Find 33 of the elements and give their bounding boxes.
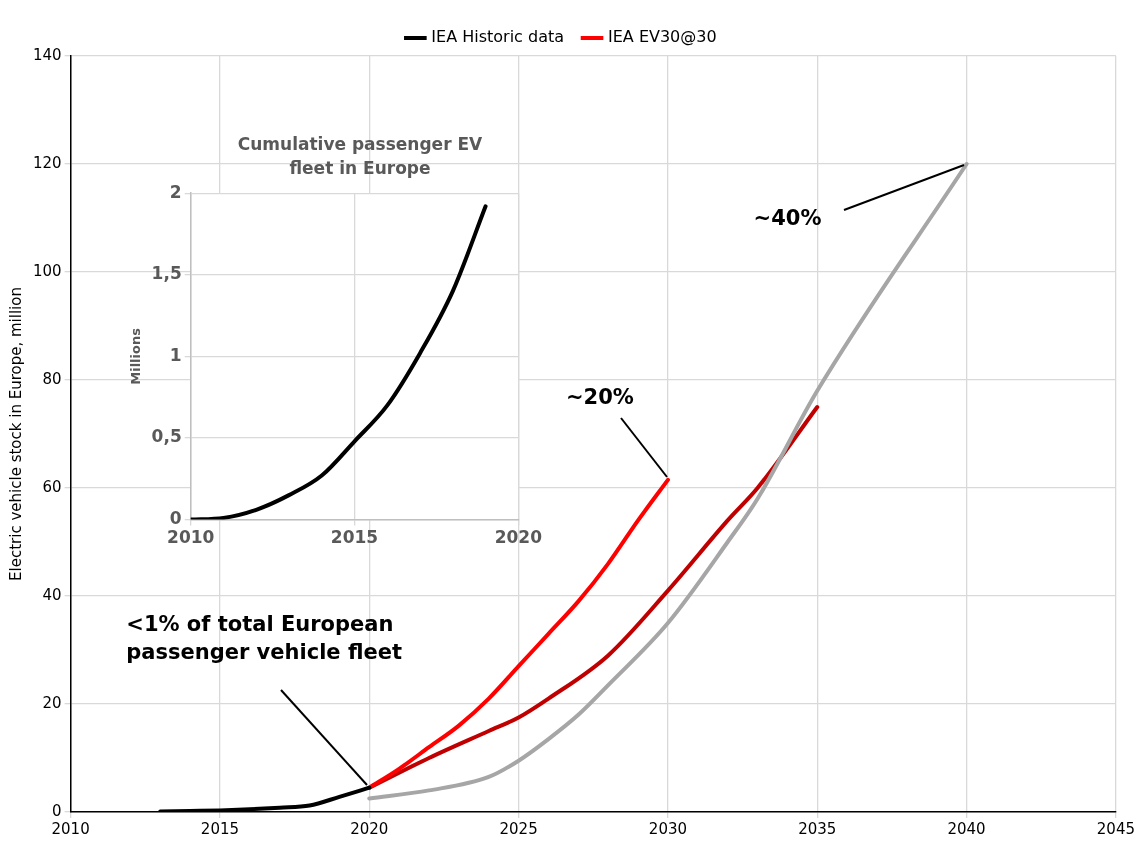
chart-title: Cumulative passenger EV fleet in Europe bbox=[236, 133, 484, 180]
legend-label: IEA Historic data bbox=[431, 27, 565, 47]
legend-label: IEA EV30@30 bbox=[608, 27, 717, 47]
y-tick-label: 60 bbox=[42, 477, 62, 496]
y-tick-label: 40 bbox=[42, 585, 62, 604]
x-tick-label: 2020 bbox=[494, 527, 543, 548]
y-tick-label: 120 bbox=[32, 153, 62, 172]
x-tick-label: 2025 bbox=[499, 819, 538, 838]
x-tick-label: 2045 bbox=[1096, 819, 1136, 838]
y-tick-label: 0 bbox=[169, 508, 182, 529]
y-tick-label: 20 bbox=[42, 693, 62, 712]
line-series bbox=[190, 204, 488, 520]
y-tick-label: 0,5 bbox=[151, 426, 182, 447]
y-tick-label: 1 bbox=[169, 344, 182, 365]
y-axis-title: Millions bbox=[128, 327, 144, 385]
x-tick-label: 2010 bbox=[51, 819, 90, 838]
x-tick-label: 2015 bbox=[330, 527, 379, 548]
x-tick-label: 2015 bbox=[200, 819, 240, 838]
y-tick-label: 2 bbox=[169, 181, 182, 202]
annotation: ~40% bbox=[753, 205, 823, 232]
y-tick-label: 1,5 bbox=[151, 263, 182, 284]
x-tick-label: 2035 bbox=[798, 819, 837, 838]
x-tick-label: 2030 bbox=[648, 819, 688, 838]
x-tick-label: 2040 bbox=[947, 819, 986, 838]
annotation: <1% of total European passenger vehicle fleet bbox=[126, 610, 403, 666]
y-tick-label: 100 bbox=[32, 261, 62, 280]
y-tick-label: 140 bbox=[32, 45, 62, 64]
x-tick-label: 2020 bbox=[350, 819, 389, 838]
annotation: ~20% bbox=[565, 383, 635, 411]
y-tick-label: 0 bbox=[52, 801, 62, 820]
x-tick-label: 2010 bbox=[167, 527, 215, 548]
y-axis-title: Electric vehicle stock in Europe, million bbox=[6, 287, 25, 581]
y-tick-label: 80 bbox=[42, 369, 62, 388]
